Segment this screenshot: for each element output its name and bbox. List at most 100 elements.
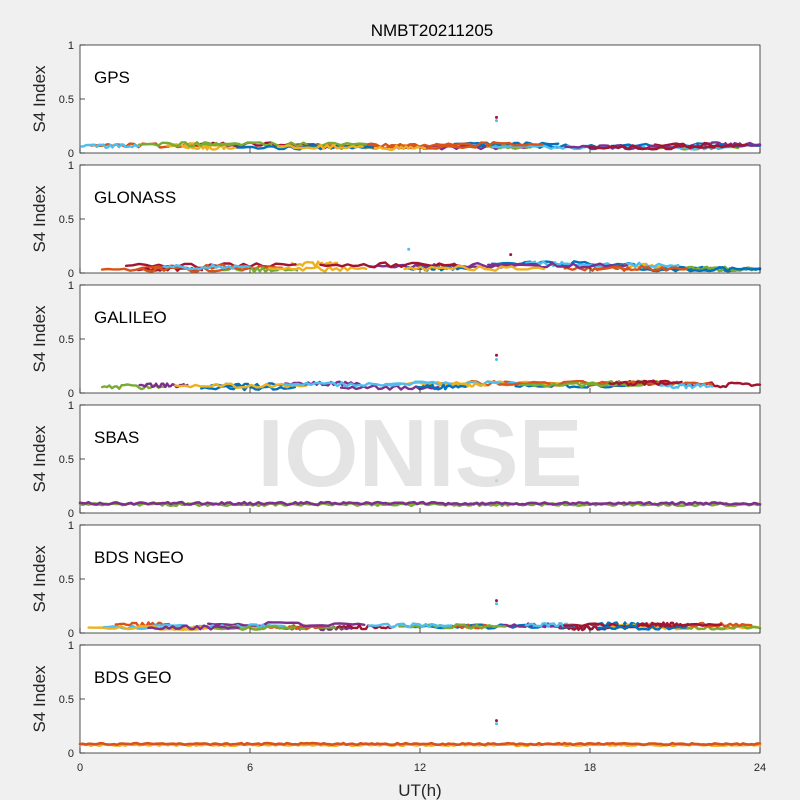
x-tick-label: 12	[414, 762, 426, 774]
y-tick-label: 1	[68, 280, 74, 292]
satellite-track	[367, 622, 453, 629]
satellite-track	[403, 264, 545, 272]
y-tick-label: 1	[68, 640, 74, 652]
chart-title: NMBT20211205	[371, 21, 494, 40]
x-tick-label: 24	[754, 762, 766, 774]
satellite-track	[487, 261, 628, 269]
panel-data	[100, 353, 762, 392]
satellite-track	[673, 624, 762, 631]
panel-plot-area	[79, 164, 761, 274]
satellite-track	[416, 383, 467, 391]
x-axis-label: UT(h)	[398, 781, 441, 800]
satellite-track	[283, 381, 401, 388]
satellite-track	[637, 621, 690, 628]
y-tick-label: 0.5	[59, 94, 74, 106]
satellite-track	[173, 382, 309, 389]
satellite-track	[182, 144, 240, 151]
panel-label: SBAS	[94, 428, 139, 447]
y-axis-label: S4 Index	[30, 545, 49, 613]
outlier-point	[407, 247, 411, 251]
y-tick-label: 0	[68, 268, 74, 280]
outlier-point	[495, 479, 498, 483]
satellite-track	[336, 624, 396, 631]
panel-data	[87, 599, 762, 632]
y-tick-label: 0.5	[59, 454, 74, 466]
outlier-point	[495, 602, 498, 606]
x-tick-label: 18	[584, 762, 596, 774]
outlier-point	[509, 253, 513, 257]
panel-sbas: 0 0.5 1 SBAS S4 Index	[30, 400, 762, 520]
satellite-track	[339, 384, 440, 391]
y-tick-label: 0.5	[59, 214, 74, 226]
x-tick-label: 6	[247, 762, 253, 774]
y-tick-label: 1	[68, 40, 74, 52]
panel-gps: 0 0.5 1 GPS S4 Index	[30, 40, 762, 160]
y-tick-label: 0	[68, 508, 74, 520]
x-tick-label: 0	[77, 762, 83, 774]
panels-layer: 0 0.5 1 GPS S4 Index 0 0.5 1 GLONASS S4 Index 0 0.5…	[30, 40, 766, 774]
panel-bds-ngeo: 0 0.5 1 BDS NGEO S4 Index	[30, 520, 762, 640]
outlier-point	[495, 115, 498, 119]
y-tick-label: 1	[68, 160, 74, 172]
satellite-track	[206, 621, 366, 628]
panel-data	[80, 115, 762, 152]
satellite-track	[78, 500, 762, 507]
y-tick-label: 0.5	[59, 694, 74, 706]
panel-label: GALILEO	[94, 308, 167, 327]
satellite-track	[147, 624, 240, 631]
satellite-track	[137, 141, 241, 148]
satellite-track	[276, 143, 364, 150]
satellite-track	[362, 144, 427, 152]
satellite-track	[653, 141, 749, 149]
y-axis-label: S4 Index	[30, 665, 49, 733]
watermark: IONISE	[257, 400, 582, 507]
y-axis-label: S4 Index	[30, 425, 49, 493]
satellite-track	[658, 382, 714, 390]
panel-galileo: 0 0.5 1 GALILEO S4 Index	[30, 280, 762, 400]
panel-plot-area	[79, 524, 761, 634]
y-tick-label: 1	[68, 520, 74, 532]
panel-label: BDS NGEO	[94, 548, 184, 567]
y-tick-label: 0	[68, 628, 74, 640]
satellite-track	[78, 741, 762, 747]
outlier-point	[495, 358, 498, 361]
outlier-point	[495, 599, 498, 603]
satellite-track	[319, 261, 462, 269]
outlier-point	[495, 719, 498, 723]
satellite-track	[673, 265, 753, 273]
panel-label: GLONASS	[94, 188, 176, 207]
satellite-track	[498, 380, 668, 387]
panel-label: BDS GEO	[94, 668, 171, 687]
satellite-track	[588, 144, 716, 151]
y-axis-label: S4 Index	[30, 305, 49, 373]
outlier-point	[495, 353, 498, 357]
y-axis-label: S4 Index	[30, 65, 49, 133]
outlier-point	[495, 722, 498, 726]
panel-data	[78, 719, 762, 748]
panel-data	[78, 479, 762, 508]
satellite-track	[435, 141, 544, 148]
satellite-track	[290, 260, 339, 267]
satellite-track	[564, 143, 678, 151]
panel-plot-area	[79, 644, 761, 754]
satellite-track	[162, 263, 250, 271]
panel-bds-geo: 0 0.5 1 BDS GEO S4 Index 0 6 12 18 24	[30, 640, 766, 774]
panel-plot-area	[79, 404, 761, 514]
satellite-track	[563, 622, 723, 629]
y-axis-label: S4 Index	[30, 185, 49, 253]
y-tick-label: 0.5	[59, 574, 74, 586]
satellite-track	[608, 380, 672, 387]
satellite-track	[597, 624, 687, 631]
panel-data	[100, 247, 762, 274]
y-tick-label: 0	[68, 388, 74, 400]
y-tick-label: 1	[68, 400, 74, 412]
y-tick-label: 0.5	[59, 334, 74, 346]
panel-plot-area	[79, 44, 761, 154]
satellite-track	[268, 265, 368, 273]
y-tick-label: 0	[68, 148, 74, 160]
panel-label: GPS	[94, 68, 130, 87]
satellite-track	[100, 265, 250, 273]
satellite-track	[80, 143, 141, 150]
panel-glonass: 0 0.5 1 GLONASS S4 Index	[30, 160, 762, 280]
